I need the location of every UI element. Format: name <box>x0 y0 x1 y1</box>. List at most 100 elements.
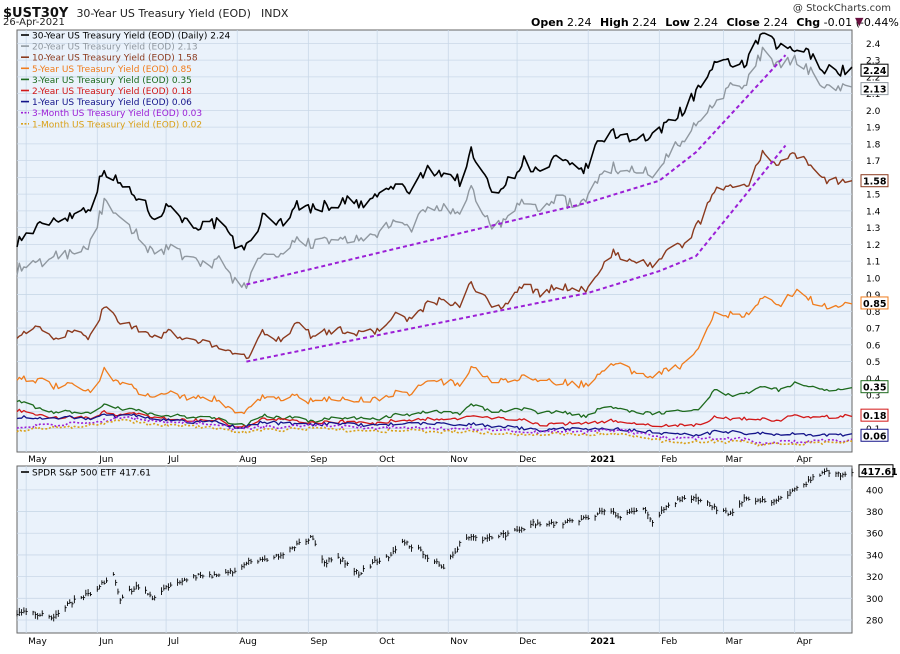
yield-x-tick-label: Aug <box>239 455 257 465</box>
end-value-text: 2.24 <box>863 66 887 77</box>
exchange-label: INDX <box>260 7 289 20</box>
yield-x-tick-label: Sep <box>310 455 327 465</box>
yield-tick-label: 0.9 <box>866 291 881 301</box>
end-value-label-4: 0.85 <box>860 296 889 310</box>
yield-x-tick-label: May <box>28 455 47 465</box>
chart-date: 26-Apr-2021 <box>3 17 65 28</box>
symbol-description: 30-Year US Treasury Yield (EOD) <box>76 7 251 20</box>
yield-tick-label: 0.4 <box>866 375 881 385</box>
yield-tick-label: 1.7 <box>866 157 880 167</box>
yield-tick-label: 1.8 <box>866 140 881 150</box>
low-value: 2.24 <box>693 16 718 29</box>
spy-x-tick-label: Aug <box>239 637 257 647</box>
spy-tick-label: 300 <box>866 595 883 605</box>
yield-tick-label: 2.4 <box>866 40 881 50</box>
chg-value: -0.01 (-0.44%) <box>823 16 900 29</box>
yield-tick-label: 1.5 <box>866 191 880 201</box>
spy-end-value-label: 417.61 <box>861 467 898 478</box>
open-value: 2.24 <box>567 16 592 29</box>
spy-end-value-box <box>858 464 894 478</box>
yield-tick-label: 1.4 <box>866 207 881 217</box>
spy-x-tick-label: Jun <box>98 637 113 647</box>
spy-tick-label: 380 <box>866 508 883 518</box>
yield-tick-label: 0.6 <box>866 341 881 351</box>
end-value-label-3: 1.58 <box>860 174 889 188</box>
spy-x-tick-label: Mar <box>726 637 743 647</box>
end-value-box <box>860 408 889 422</box>
yield-series-line-2 <box>16 46 853 290</box>
legend-entry-9: 1-Month US Treasury Yield (EOD) 0.02 <box>32 120 202 130</box>
yield-series-line-5 <box>16 381 853 428</box>
yield-panel-background <box>16 29 853 453</box>
yield-tick-label: 1.0 <box>866 274 881 284</box>
spy-x-tick-label: Dec <box>519 637 536 647</box>
legend-entry-4: 5-Year US Treasury Yield (EOD) 0.85 <box>32 65 192 75</box>
yield-series-line-1 <box>16 32 853 251</box>
legend-entry-1: 30-Year US Treasury Yield (EOD) (Daily) … <box>32 32 231 42</box>
legend-entry-6: 2-Year US Treasury Yield (EOD) 0.18 <box>32 87 192 97</box>
copyright-label: @ StockCharts.com <box>792 3 891 14</box>
end-value-box <box>860 82 889 96</box>
trendline-1 <box>246 54 787 286</box>
yield-x-tick-label: Nov <box>450 455 468 465</box>
yield-x-tick-label: Apr <box>797 455 813 465</box>
yield-tick-label: 0.7 <box>866 325 880 335</box>
spy-tick-label: 320 <box>866 573 883 583</box>
chg-label: Chg <box>796 16 821 29</box>
end-value-box <box>860 428 889 442</box>
yield-tick-label: 2.2 <box>866 73 880 83</box>
close-label: Close <box>726 16 760 29</box>
end-value-text: 0.85 <box>863 299 886 310</box>
spy-x-tick-label: May <box>28 637 47 647</box>
end-value-text: 2.13 <box>863 85 886 96</box>
symbol-label: $UST30Y <box>3 6 69 21</box>
legend-entry-8: 3-Month US Treasury Yield (EOD) 0.03 <box>32 109 202 119</box>
spy-x-tick-label: Jul <box>167 637 179 647</box>
spy-x-tick-label: Apr <box>797 637 813 647</box>
spy-tick-label: 400 <box>866 486 883 496</box>
trendline-2 <box>246 144 787 363</box>
spy-tick-label: 360 <box>866 530 883 540</box>
end-value-label-6: 0.18 <box>860 408 889 422</box>
chart-menu-icon[interactable]: ▼ <box>855 15 864 28</box>
spy-tick-label: 340 <box>866 551 883 561</box>
high-label: High <box>600 16 629 29</box>
ohlc-readout: Open 2.24 High 2.24 Low 2.24 Close 2.24 … <box>531 16 900 29</box>
yield-tick-label: 2.1 <box>866 90 880 100</box>
spy-x-tick-label: Sep <box>310 637 327 647</box>
yield-tick-label: 0.8 <box>866 308 881 318</box>
end-value-text: 0.35 <box>863 383 886 394</box>
spy-x-tick-label: 2021 <box>590 637 615 647</box>
yield-series-line-9 <box>16 418 853 447</box>
yield-tick-label: 0.5 <box>866 358 880 368</box>
yield-series-line-7 <box>16 413 853 437</box>
yield-x-tick-label: Jun <box>98 455 113 465</box>
spy-panel-background <box>16 465 853 634</box>
yield-x-tick-label: Oct <box>379 455 395 465</box>
legend-entry-5: 3-Year US Treasury Yield (EOD) 0.35 <box>32 76 192 86</box>
yield-series-line-4 <box>16 288 853 415</box>
yield-x-tick-label: 2021 <box>590 455 615 465</box>
chart-header: $UST30Y 30-Year US Treasury Yield (EOD) … <box>3 2 288 21</box>
yield-tick-label: 1.3 <box>866 224 880 234</box>
open-label: Open <box>531 16 564 29</box>
end-value-label-1: 2.24 <box>860 63 889 77</box>
yield-tick-label: 1.9 <box>866 124 881 134</box>
yield-x-tick-label: Jul <box>167 455 179 465</box>
yield-x-tick-label: Feb <box>661 455 677 465</box>
yield-series-line-3 <box>16 149 853 360</box>
end-value-box <box>860 174 889 188</box>
spy-tick-label: 280 <box>866 616 883 626</box>
end-value-box <box>860 380 889 394</box>
end-value-text: 0.18 <box>863 411 887 422</box>
yield-series-line-8 <box>16 415 853 446</box>
high-value: 2.24 <box>632 16 657 29</box>
end-value-label-2: 2.13 <box>860 82 889 96</box>
legend-entry-3: 10-Year US Treasury Yield (EOD) 1.58 <box>32 54 198 64</box>
end-value-box <box>860 63 889 77</box>
yield-tick-label: 1.2 <box>866 241 880 251</box>
yield-x-tick-label: Mar <box>726 455 743 465</box>
legend-entry-2: 20-Year US Treasury Yield (EOD) 2.13 <box>32 43 198 53</box>
